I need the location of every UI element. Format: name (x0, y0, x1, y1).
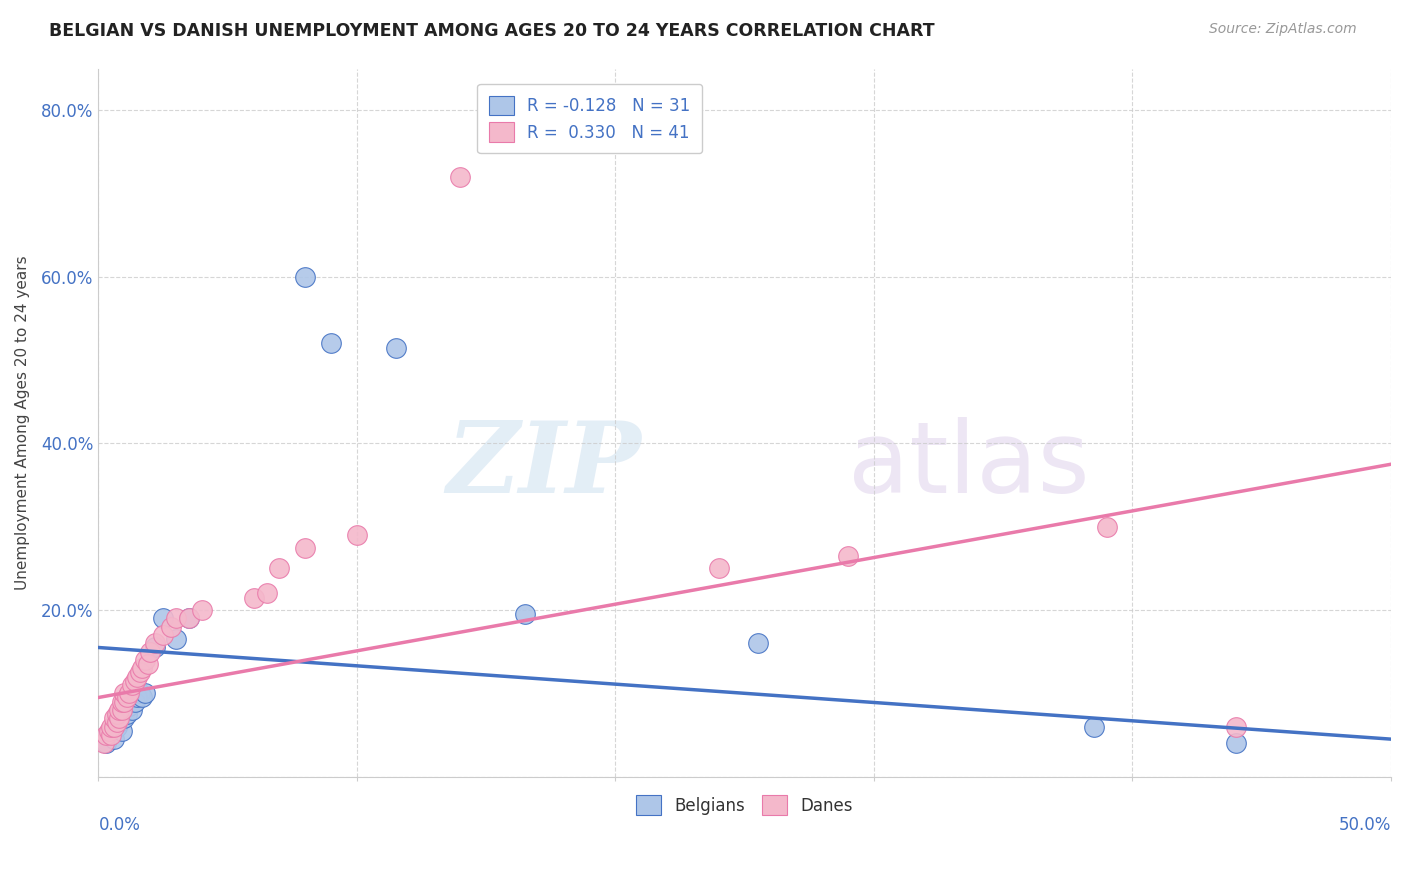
Text: BELGIAN VS DANISH UNEMPLOYMENT AMONG AGES 20 TO 24 YEARS CORRELATION CHART: BELGIAN VS DANISH UNEMPLOYMENT AMONG AGE… (49, 22, 935, 40)
Point (707, 561, 730, 575)
Point (105, 715, 128, 730)
Point (105, 711, 128, 725)
Point (177, 611, 200, 625)
Point (103, 711, 125, 725)
Point (346, 528, 368, 542)
Point (105, 707, 128, 722)
Point (242, 591, 264, 605)
Point (127, 670, 149, 684)
Point (134, 686, 156, 700)
Text: 50.0%: 50.0% (1339, 815, 1391, 833)
Point (118, 686, 141, 700)
Point (256, 586, 278, 600)
Point (115, 690, 138, 705)
Point (112, 695, 135, 709)
Point (294, 541, 316, 555)
Text: 0.0%: 0.0% (98, 815, 141, 833)
Point (513, 607, 536, 622)
Point (384, 341, 406, 355)
Point (128, 686, 150, 700)
Point (747, 636, 769, 650)
Point (103, 732, 125, 747)
Point (139, 645, 162, 659)
Point (165, 611, 187, 625)
Point (321, 336, 343, 351)
Point (100, 723, 122, 738)
Point (191, 603, 214, 617)
Point (131, 661, 153, 675)
Point (1083, 720, 1105, 734)
Point (108, 715, 131, 730)
Point (111, 723, 134, 738)
Point (124, 695, 146, 709)
Point (96, 736, 118, 750)
Point (111, 695, 134, 709)
Point (115, 707, 138, 722)
Point (143, 640, 166, 655)
Point (112, 686, 135, 700)
Point (177, 611, 200, 625)
Point (105, 720, 128, 734)
Point (269, 561, 291, 575)
Point (165, 632, 187, 647)
Point (837, 549, 859, 563)
Point (121, 678, 143, 692)
Point (93, 732, 115, 747)
Point (118, 698, 141, 713)
Point (143, 636, 166, 650)
Text: ZIP: ZIP (446, 417, 641, 513)
Point (127, 690, 149, 705)
Point (97, 728, 120, 742)
Point (108, 707, 131, 722)
Point (112, 703, 135, 717)
Point (131, 690, 153, 705)
Point (1095, 519, 1118, 533)
Point (449, 169, 471, 184)
Point (96, 728, 118, 742)
Point (294, 269, 316, 284)
Point (112, 711, 135, 725)
Point (108, 711, 131, 725)
Point (93, 736, 115, 750)
Point (1225, 736, 1247, 750)
Point (124, 673, 146, 688)
Point (1225, 720, 1247, 734)
Point (121, 703, 143, 717)
Text: atlas: atlas (848, 417, 1090, 514)
Text: Source: ZipAtlas.com: Source: ZipAtlas.com (1209, 22, 1357, 37)
Y-axis label: Unemployment Among Ages 20 to 24 years: Unemployment Among Ages 20 to 24 years (15, 255, 30, 590)
Point (160, 620, 183, 634)
Point (152, 611, 174, 625)
Point (103, 720, 125, 734)
Point (100, 720, 122, 734)
Point (97, 723, 120, 738)
Point (152, 628, 174, 642)
Point (128, 665, 150, 680)
Point (136, 657, 159, 672)
Point (108, 703, 131, 717)
Legend: Belgians, Danes: Belgians, Danes (630, 789, 859, 822)
Point (100, 728, 122, 742)
Point (134, 653, 156, 667)
Point (111, 703, 134, 717)
